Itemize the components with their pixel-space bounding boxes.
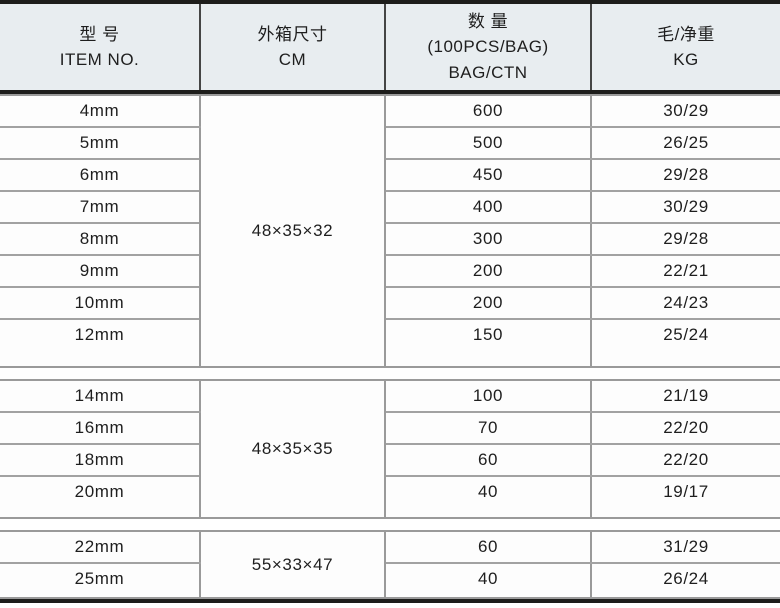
weight-cell: 30/29: [591, 95, 780, 128]
table-row: 8mm 300 29/28: [0, 223, 780, 256]
header-line-en: KG: [673, 50, 699, 69]
item-no-cell: 25mm: [0, 563, 200, 598]
header-line-en: CM: [278, 50, 307, 69]
item-no-cell: 8mm: [0, 223, 200, 256]
item-no-cell: 16mm: [0, 412, 200, 445]
table-row: 7mm 400 30/29: [0, 191, 780, 224]
header-line-en: ITEM NO.: [59, 50, 140, 69]
header-divider-rule: [0, 90, 780, 94]
table-row: 16mm 70 22/20: [0, 412, 780, 445]
carton-size-cell: 48×35×35: [199, 380, 386, 518]
item-no-cell: 5mm: [0, 127, 200, 160]
header-cell-item-no: 型 号 ITEM NO.: [0, 4, 200, 90]
quantity-cell: 100: [385, 380, 592, 413]
quantity-cell: 40: [385, 476, 592, 518]
table-body-groups: 4mm 48×35×32 600 30/29 5mm 500 26/25 6mm 450 29/2…: [0, 94, 780, 599]
table-row: 14mm 48×35×35 100 21/19: [0, 380, 780, 518]
quantity-cell: 500: [385, 127, 592, 160]
header-line-cn: 毛/净重: [657, 24, 715, 44]
header-row: 型 号 ITEM NO. 外箱尺寸 CM 数 量 (100PCS/BAG) BA…: [0, 4, 780, 90]
header-line-en: (100PCS/BAG): [427, 37, 549, 57]
table-row: 6mm 450 29/28: [0, 159, 780, 192]
weight-cell: 21/19: [591, 380, 780, 413]
spec-group-table: 4mm 48×35×32 600 30/29 5mm 500 26/25 6mm 450 29/2…: [0, 94, 780, 368]
table-row: 18mm 60 22/20: [0, 444, 780, 477]
spec-group-table: 14mm 48×35×35 100 21/19 16mm 70 22/20 18mm 60 22/…: [0, 379, 780, 519]
header-cell-quantity: 数 量 (100PCS/BAG) BAG/CTN: [384, 4, 591, 90]
table-row: 10mm 200 24/23: [0, 287, 780, 320]
table-row: 20mm 40 19/17: [0, 476, 780, 518]
item-no-cell: 7mm: [0, 191, 200, 224]
table-row: 12mm 150 25/24: [0, 319, 780, 367]
item-no-cell: 6mm: [0, 159, 200, 192]
weight-cell: 22/20: [591, 444, 780, 477]
table-row: 25mm 40 26/24: [0, 563, 780, 598]
table-row: 4mm 48×35×32 600 30/29: [0, 95, 780, 367]
weight-cell: 22/21: [591, 255, 780, 288]
table-row: 22mm 55×33×47 60 31/29: [0, 531, 780, 598]
weight-cell: 19/17: [591, 476, 780, 518]
quantity-cell: 150: [385, 319, 592, 367]
weight-cell: 31/29: [591, 531, 780, 564]
quantity-cell: 400: [385, 191, 592, 224]
table-row: 9mm 200 22/21: [0, 255, 780, 288]
carton-size-cell: 55×33×47: [199, 531, 386, 598]
quantity-cell: 60: [385, 531, 592, 564]
quantity-cell: 200: [385, 287, 592, 320]
item-no-cell: 4mm: [0, 95, 200, 128]
header-line-cn: 外箱尺寸: [257, 24, 328, 44]
item-no-cell: 14mm: [0, 380, 200, 413]
header-cell-weight: 毛/净重 KG: [590, 4, 780, 90]
weight-cell: 25/24: [591, 319, 780, 367]
weight-cell: 22/20: [591, 412, 780, 445]
bottom-rule: [0, 599, 780, 603]
header-cell-carton-size: 外箱尺寸 CM: [199, 4, 385, 90]
group-gap: [0, 368, 780, 379]
weight-cell: 30/29: [591, 191, 780, 224]
quantity-cell: 40: [385, 563, 592, 598]
header-line-en: BAG/CTN: [448, 62, 528, 82]
weight-cell: 29/28: [591, 223, 780, 256]
quantity-cell: 300: [385, 223, 592, 256]
table-header: 型 号 ITEM NO. 外箱尺寸 CM 数 量 (100PCS/BAG) BA…: [0, 4, 780, 90]
weight-cell: 26/25: [591, 127, 780, 160]
weight-cell: 29/28: [591, 159, 780, 192]
quantity-cell: 600: [385, 95, 592, 128]
header-line-cn: 型 号: [79, 24, 120, 44]
quantity-cell: 60: [385, 444, 592, 477]
carton-size-cell: 48×35×32: [199, 95, 386, 367]
item-no-cell: 22mm: [0, 531, 200, 564]
table-row: 5mm 500 26/25: [0, 127, 780, 160]
quantity-cell: 200: [385, 255, 592, 288]
spec-group-table: 22mm 55×33×47 60 31/29 25mm 40 26/24: [0, 530, 780, 599]
item-no-cell: 20mm: [0, 476, 200, 518]
top-rule: [0, 0, 780, 4]
item-no-cell: 12mm: [0, 319, 200, 367]
header-line-cn: 数 量: [467, 11, 509, 31]
weight-cell: 26/24: [591, 563, 780, 598]
quantity-cell: 70: [385, 412, 592, 445]
item-no-cell: 18mm: [0, 444, 200, 477]
group-gap: [0, 519, 780, 530]
item-no-cell: 9mm: [0, 255, 200, 288]
item-no-cell: 10mm: [0, 287, 200, 320]
quantity-cell: 450: [385, 159, 592, 192]
weight-cell: 24/23: [591, 287, 780, 320]
